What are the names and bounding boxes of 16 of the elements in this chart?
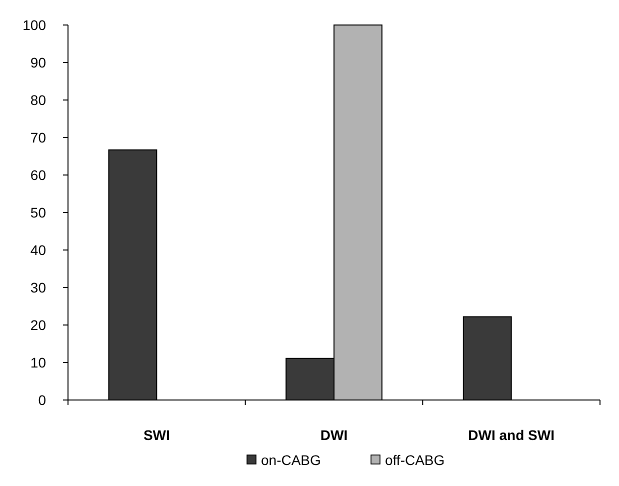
x-tick-label: DWI	[320, 427, 348, 443]
y-tick-label: 50	[30, 204, 46, 220]
y-tick-label: 20	[30, 316, 46, 333]
x-tick-label: SWI	[143, 427, 170, 443]
y-tick-label: 90	[30, 54, 46, 70]
y-tick-label: 60	[30, 166, 46, 183]
legend-label: on-CABG	[261, 452, 321, 468]
y-tick-label: 0	[38, 392, 46, 408]
y-tick-label: 40	[30, 242, 46, 258]
y-tick-label: 30	[30, 279, 46, 296]
y-tick-label: 70	[30, 129, 46, 146]
y-tick-label: 100	[22, 16, 46, 33]
x-tick-label: DWI and SWI	[468, 427, 554, 443]
y-tick-label: 80	[30, 92, 46, 108]
legend-label: off-CABG	[385, 452, 445, 468]
y-tick-label: 10	[30, 354, 46, 370]
